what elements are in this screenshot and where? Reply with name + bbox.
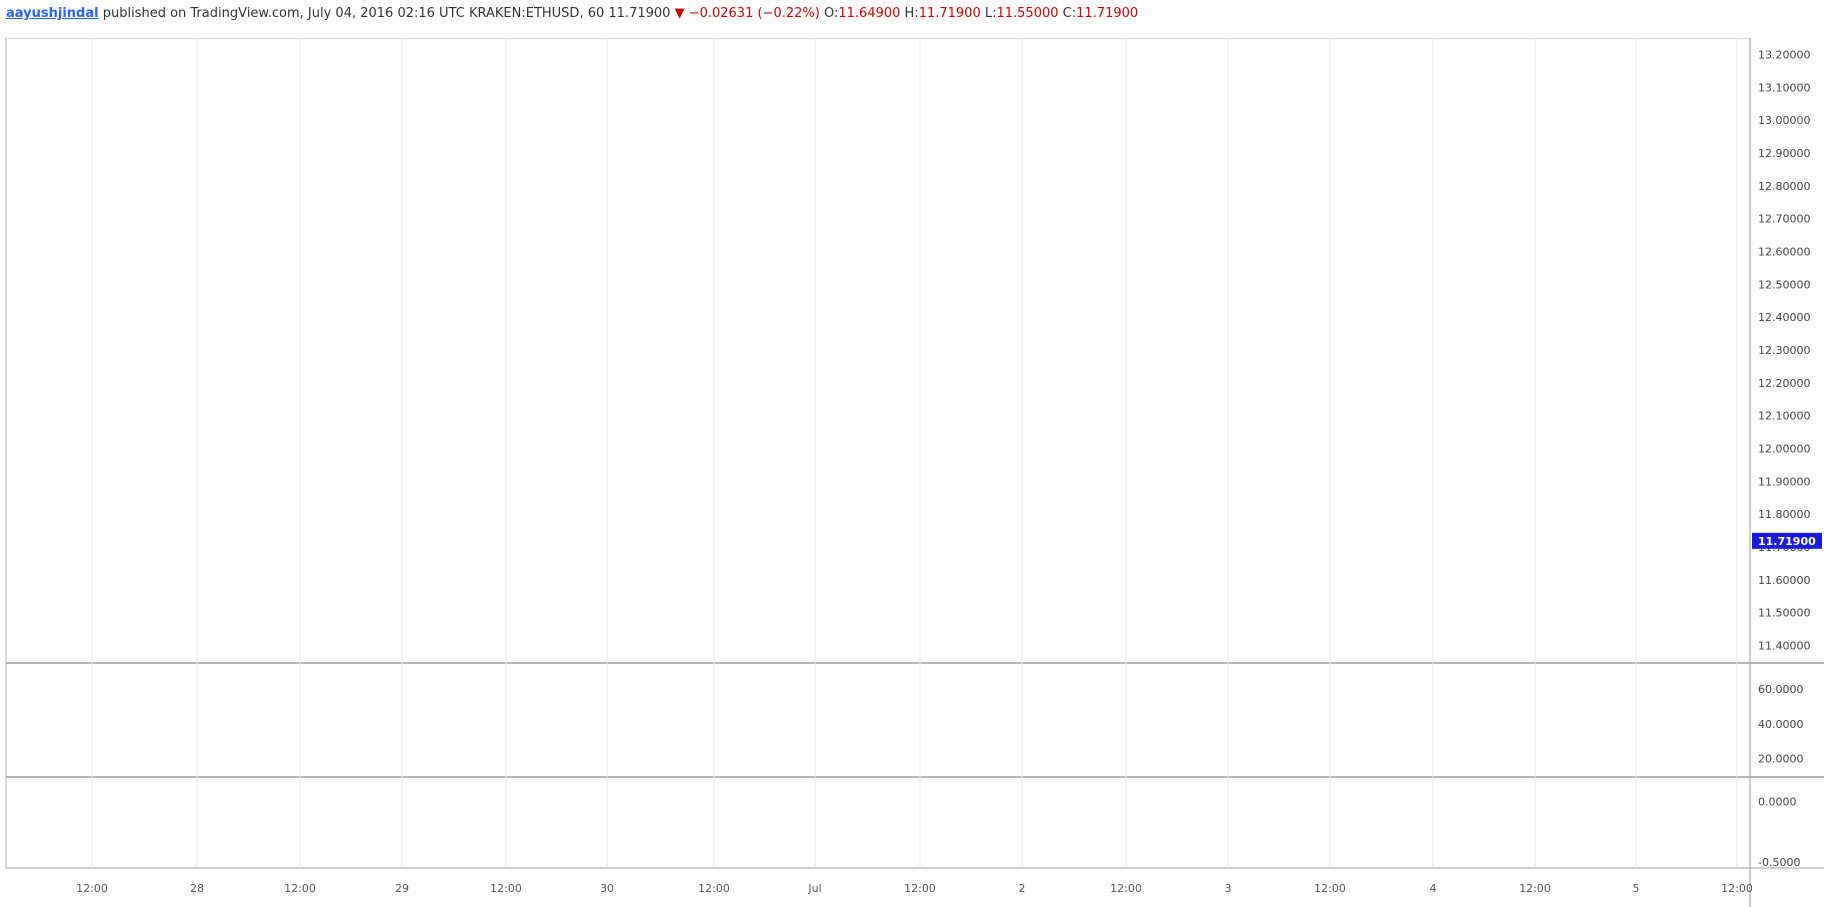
y-tick-label: 13.20000	[1758, 48, 1811, 61]
y-tick-label: 13.00000	[1758, 114, 1811, 127]
y-tick-label: 11.60000	[1758, 574, 1811, 587]
y-tick-label: 12.20000	[1758, 377, 1811, 390]
x-tick-label: 30	[600, 882, 614, 895]
x-tick-label: 3	[1225, 882, 1232, 895]
y-tick-label: 12.90000	[1758, 147, 1811, 160]
y-tick-label: 11.80000	[1758, 508, 1811, 521]
change-text: −0.02631 (−0.22%)	[688, 6, 820, 21]
last-price-label: 11.71900	[1758, 535, 1816, 548]
low-label: L:	[984, 6, 997, 21]
x-tick-label: 2	[1019, 882, 1026, 895]
y-tick-label: 12.70000	[1758, 213, 1811, 226]
y-tick-label: 12.60000	[1758, 245, 1811, 258]
y-tick-label: 12.10000	[1758, 410, 1811, 423]
y-tick-label: -0.5000	[1758, 856, 1800, 869]
high-value: 11.71900	[918, 6, 981, 21]
header-bar: aayushjindal published on TradingView.co…	[0, 0, 1824, 38]
y-tick-label: 12.40000	[1758, 311, 1811, 324]
axes: 12:00 28 12:00 29 12:00 30 12:00 Jul 12:00 2 12:00…	[5, 38, 1824, 907]
open-label: O:	[823, 6, 839, 21]
x-tick-label: 12:00	[1110, 882, 1142, 895]
price-value: 11.71900	[608, 6, 671, 21]
x-tick-label: 12:00	[1519, 882, 1551, 895]
header-line: aayushjindal published on TradingView.co…	[6, 6, 1138, 21]
change-arrow: ▼	[674, 6, 685, 21]
x-tick-label: 28	[190, 882, 204, 895]
open-value: 11.64900	[838, 6, 901, 21]
x-tick-label: 12:00	[1721, 882, 1753, 895]
chart-canvas[interactable]: 0.886(12.85930)0.764(12.67840)0.618(12.4…	[0, 38, 1824, 907]
y-tick-label: 20.0000	[1758, 753, 1804, 766]
y-tick-label: 13.10000	[1758, 81, 1811, 94]
x-tick-label: 4	[1430, 882, 1437, 895]
x-tick-label: 12:00	[76, 882, 108, 895]
close-label: C:	[1062, 6, 1077, 21]
y-tick-label: 11.90000	[1758, 475, 1811, 488]
x-tick-label: 12:00	[284, 882, 316, 895]
symbol-text: KRAKEN:ETHUSD, 60	[468, 6, 605, 21]
y-tick-label: 12.00000	[1758, 443, 1811, 456]
close-value: 11.71900	[1076, 6, 1139, 21]
x-tick-label: Jul	[807, 882, 821, 895]
y-tick-label: 12.30000	[1758, 344, 1811, 357]
plot-frame	[5, 38, 1751, 869]
x-tick-label: 12:00	[904, 882, 936, 895]
x-tick-label: 12:00	[698, 882, 730, 895]
x-tick-label: 12:00	[490, 882, 522, 895]
y-tick-label: 12.80000	[1758, 180, 1811, 193]
x-tick-label: 12:00	[1314, 882, 1346, 895]
y-tick-label: 60.0000	[1758, 683, 1804, 696]
last-price-tag	[1752, 532, 1822, 549]
x-tick-label: 29	[395, 882, 409, 895]
low-value: 11.55000	[996, 6, 1059, 21]
y-tick-label: 12.50000	[1758, 278, 1811, 291]
y-tick-label: 11.50000	[1758, 607, 1811, 620]
author-link[interactable]: aayushjindal	[6, 6, 99, 21]
high-label: H:	[904, 6, 919, 21]
y-tick-label: 0.0000	[1758, 795, 1797, 808]
y-tick-label: 40.0000	[1758, 718, 1804, 731]
y-tick-label: 11.40000	[1758, 640, 1811, 653]
x-tick-label: 5	[1633, 882, 1640, 895]
published-text: published on TradingView.com, July 04, 2…	[102, 6, 465, 21]
